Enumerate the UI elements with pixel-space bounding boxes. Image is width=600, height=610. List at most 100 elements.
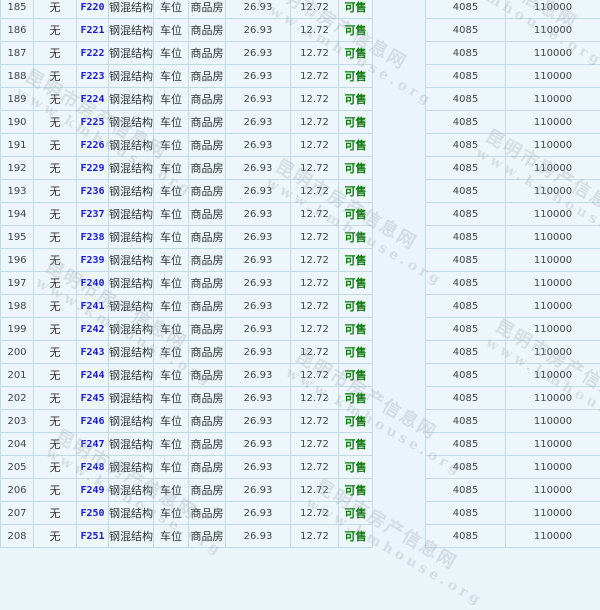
sale-status: 可售 (339, 42, 373, 65)
unit-code-link[interactable]: F244 (77, 364, 109, 387)
unit-price-cell: 4085 (426, 502, 506, 525)
floor-area-cell: 26.93 (226, 479, 291, 502)
unit-price-cell: 4085 (426, 157, 506, 180)
unit-code-link[interactable]: F236 (77, 180, 109, 203)
inner-area-cell: 12.72 (291, 433, 339, 456)
structure-cell: 钢混结构 (109, 42, 154, 65)
floor-area-cell: 26.93 (226, 502, 291, 525)
sale-status: 可售 (339, 226, 373, 249)
unit-price-cell: 4085 (426, 180, 506, 203)
unit-code-link[interactable]: F240 (77, 272, 109, 295)
row-number: 203 (1, 410, 34, 433)
floor-cell: 无 (34, 410, 77, 433)
unit-price-cell: 4085 (426, 203, 506, 226)
row-number: 198 (1, 295, 34, 318)
property-type-cell: 商品房 (189, 525, 226, 548)
unit-code-link[interactable]: F248 (77, 456, 109, 479)
property-type-cell: 商品房 (189, 479, 226, 502)
unit-price-cell: 4085 (426, 0, 506, 19)
unit-code-link[interactable]: F247 (77, 433, 109, 456)
inner-area-cell: 12.72 (291, 364, 339, 387)
property-type-cell: 商品房 (189, 433, 226, 456)
structure-cell: 钢混结构 (109, 88, 154, 111)
total-price-cell: 110000 (506, 410, 600, 433)
row-number: 208 (1, 525, 34, 548)
structure-cell: 钢混结构 (109, 387, 154, 410)
floor-area-cell: 26.93 (226, 88, 291, 111)
row-number: 191 (1, 134, 34, 157)
unit-code-link[interactable]: F237 (77, 203, 109, 226)
row-number: 187 (1, 42, 34, 65)
unit-code-link[interactable]: F229 (77, 157, 109, 180)
total-price-cell: 110000 (506, 88, 600, 111)
inner-area-cell: 12.72 (291, 295, 339, 318)
unit-code-link[interactable]: F239 (77, 249, 109, 272)
row-number: 202 (1, 387, 34, 410)
structure-cell: 钢混结构 (109, 272, 154, 295)
total-price-cell: 110000 (506, 525, 600, 548)
unit-price-cell: 4085 (426, 364, 506, 387)
structure-cell: 钢混结构 (109, 157, 154, 180)
empty-merged-cell (373, 0, 426, 548)
row-number: 194 (1, 203, 34, 226)
unit-code-link[interactable]: F226 (77, 134, 109, 157)
sale-status: 可售 (339, 65, 373, 88)
structure-cell: 钢混结构 (109, 502, 154, 525)
inner-area-cell: 12.72 (291, 249, 339, 272)
unit-price-cell: 4085 (426, 272, 506, 295)
usage-cell: 车位 (154, 272, 189, 295)
unit-code-link[interactable]: F251 (77, 525, 109, 548)
floor-area-cell: 26.93 (226, 249, 291, 272)
row-number: 204 (1, 433, 34, 456)
unit-code-link[interactable]: F246 (77, 410, 109, 433)
total-price-cell: 110000 (506, 111, 600, 134)
unit-price-cell: 4085 (426, 479, 506, 502)
unit-code-link[interactable]: F224 (77, 88, 109, 111)
unit-code-link[interactable]: F249 (77, 479, 109, 502)
unit-code-link[interactable]: F223 (77, 65, 109, 88)
structure-cell: 钢混结构 (109, 226, 154, 249)
unit-code-link[interactable]: F245 (77, 387, 109, 410)
unit-code-link[interactable]: F225 (77, 111, 109, 134)
unit-code-link[interactable]: F222 (77, 42, 109, 65)
unit-code-link[interactable]: F241 (77, 295, 109, 318)
unit-code-link[interactable]: F250 (77, 502, 109, 525)
unit-code-link[interactable]: F243 (77, 341, 109, 364)
floor-cell: 无 (34, 341, 77, 364)
unit-code-link[interactable]: F220 (77, 0, 109, 19)
unit-price-cell: 4085 (426, 226, 506, 249)
row-number: 189 (1, 88, 34, 111)
property-type-cell: 商品房 (189, 272, 226, 295)
row-number: 196 (1, 249, 34, 272)
unit-price-cell: 4085 (426, 433, 506, 456)
unit-code-link[interactable]: F242 (77, 318, 109, 341)
unit-code-link[interactable]: F221 (77, 19, 109, 42)
structure-cell: 钢混结构 (109, 479, 154, 502)
property-type-cell: 商品房 (189, 456, 226, 479)
sale-status: 可售 (339, 134, 373, 157)
inner-area-cell: 12.72 (291, 226, 339, 249)
row-number: 197 (1, 272, 34, 295)
inner-area-cell: 12.72 (291, 341, 339, 364)
sale-status: 可售 (339, 364, 373, 387)
sale-status: 可售 (339, 88, 373, 111)
property-type-cell: 商品房 (189, 226, 226, 249)
structure-cell: 钢混结构 (109, 134, 154, 157)
floor-area-cell: 26.93 (226, 226, 291, 249)
structure-cell: 钢混结构 (109, 341, 154, 364)
property-type-cell: 商品房 (189, 65, 226, 88)
floor-cell: 无 (34, 65, 77, 88)
unit-price-cell: 4085 (426, 65, 506, 88)
usage-cell: 车位 (154, 433, 189, 456)
property-type-cell: 商品房 (189, 88, 226, 111)
unit-code-link[interactable]: F238 (77, 226, 109, 249)
